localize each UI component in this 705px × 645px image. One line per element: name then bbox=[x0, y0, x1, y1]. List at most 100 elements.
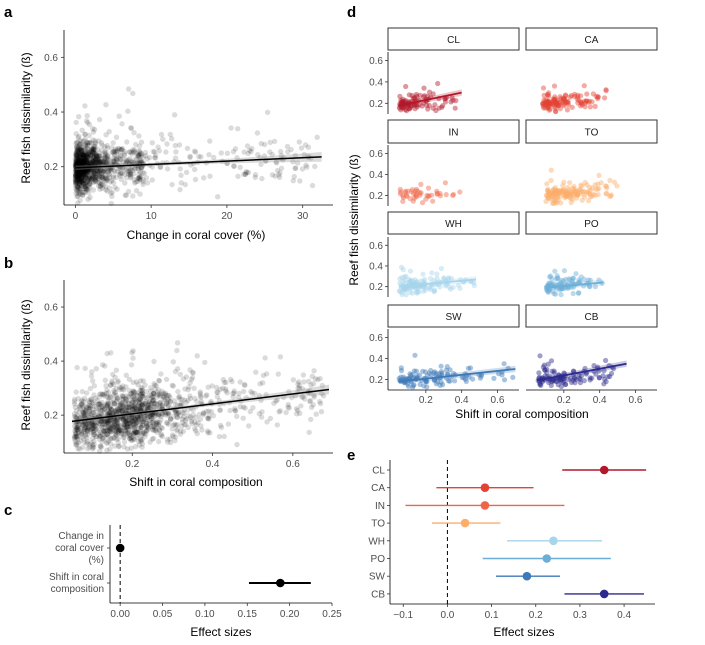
panel-a-point bbox=[81, 169, 87, 176]
panel-a-point bbox=[150, 148, 157, 155]
panel-d-point bbox=[420, 368, 426, 374]
panel-a-xtick-label: 10 bbox=[146, 211, 158, 222]
panel-b-point bbox=[90, 425, 96, 432]
panel-d-point bbox=[582, 104, 588, 110]
panel-b-point bbox=[156, 387, 162, 393]
panel-b-point bbox=[118, 428, 124, 434]
panel-a-point bbox=[231, 163, 237, 169]
panel-d-point bbox=[412, 188, 418, 194]
panel-a-point bbox=[125, 188, 132, 195]
panel-b-point bbox=[208, 409, 214, 415]
panel-b-point bbox=[82, 431, 89, 437]
panel-a-point bbox=[118, 147, 125, 153]
panel-a-point bbox=[77, 151, 83, 158]
panel-a-point bbox=[86, 173, 92, 180]
panel-a-point bbox=[102, 158, 108, 164]
panel-b-point bbox=[159, 403, 165, 409]
panel-b-point bbox=[131, 405, 138, 412]
panel-d-point bbox=[584, 189, 590, 195]
panel-d-point bbox=[440, 103, 446, 109]
panel-b-point bbox=[89, 420, 95, 426]
panel-d-point bbox=[446, 378, 452, 384]
panel-a-point bbox=[73, 174, 79, 180]
panel-a-point bbox=[79, 158, 86, 165]
panel-d-point bbox=[569, 191, 575, 197]
panel-a-point bbox=[88, 179, 94, 185]
panel-b-point bbox=[134, 419, 140, 426]
panel-a-point bbox=[84, 154, 90, 160]
panel-b-point bbox=[150, 414, 157, 420]
panel-a-point bbox=[131, 176, 137, 183]
panel-d-point bbox=[420, 288, 426, 294]
panel-b-point bbox=[101, 428, 107, 434]
panel-b-point bbox=[130, 399, 136, 405]
panel-b-point bbox=[83, 421, 89, 428]
panel-a-ytick-label: 0.6 bbox=[44, 53, 58, 64]
panel-a-point bbox=[113, 149, 120, 155]
panel-d-point bbox=[438, 369, 444, 375]
panel-a-point bbox=[81, 183, 88, 190]
panel-a-point bbox=[89, 176, 95, 182]
panel-d-xtick-label: 0.6 bbox=[629, 395, 643, 406]
panel-b-point bbox=[223, 388, 229, 394]
panel-d-point bbox=[552, 96, 559, 102]
panel-d-point bbox=[540, 101, 546, 107]
panel-b-point bbox=[296, 385, 303, 391]
panel-b-point bbox=[91, 432, 98, 438]
panel-a-point bbox=[77, 191, 84, 198]
panel-a-point bbox=[138, 159, 144, 165]
panel-a-point bbox=[104, 145, 111, 151]
panel-b-point bbox=[95, 412, 101, 418]
panel-d-point bbox=[557, 377, 563, 383]
panel-b-point bbox=[118, 428, 125, 434]
panel-a-point bbox=[77, 170, 83, 176]
panel-b-point bbox=[83, 407, 90, 413]
panel-a-point bbox=[93, 152, 99, 158]
panel-d-point bbox=[568, 375, 574, 381]
panel-b-point bbox=[130, 390, 136, 397]
panel-b-point bbox=[115, 428, 122, 434]
panel-c-xtick-label: 0.25 bbox=[322, 609, 342, 620]
panel-b-point bbox=[74, 412, 80, 418]
panel-e-xtick-label: 0.2 bbox=[529, 610, 543, 621]
panel-a-point bbox=[140, 179, 146, 185]
panel-a-point bbox=[81, 152, 87, 158]
panel-d-point bbox=[416, 102, 422, 108]
panel-b-point bbox=[143, 419, 149, 425]
panel-d-point bbox=[423, 378, 429, 385]
panel-a-point bbox=[167, 131, 173, 138]
panel-b-point bbox=[76, 403, 83, 409]
panel-d-point bbox=[410, 198, 416, 204]
panel-d-point bbox=[551, 83, 558, 89]
panel-d-point bbox=[438, 265, 444, 272]
panel-b-point bbox=[134, 429, 140, 435]
panel-d-point bbox=[564, 107, 571, 113]
panel-b-point bbox=[142, 400, 149, 406]
panel-b-point bbox=[150, 390, 157, 397]
panel-b-point bbox=[147, 411, 154, 418]
panel-d-point bbox=[553, 100, 560, 106]
panel-b-point bbox=[128, 423, 134, 430]
panel-c-row-label: coral cover bbox=[55, 543, 105, 554]
panel-d-point bbox=[400, 105, 406, 111]
panel-a-point bbox=[90, 174, 96, 180]
panel-a-point bbox=[99, 160, 106, 166]
panel-a-point bbox=[122, 149, 128, 155]
panel-b-point bbox=[177, 393, 183, 400]
panel-b-point bbox=[242, 382, 248, 388]
panel-a-point bbox=[80, 168, 86, 174]
panel-b-point bbox=[141, 413, 147, 419]
panel-a-ytick-label: 0.4 bbox=[44, 108, 58, 119]
panel-a-point bbox=[95, 175, 101, 182]
panel-b-point bbox=[151, 400, 158, 407]
panel-a-point bbox=[77, 168, 84, 174]
panel-a-point bbox=[74, 158, 80, 164]
panel-b-point bbox=[156, 427, 162, 434]
panel-d-point bbox=[552, 268, 558, 274]
panel-b-point bbox=[181, 397, 188, 403]
panel-a-xtick-label: 30 bbox=[297, 211, 309, 222]
panel-d-point bbox=[548, 102, 554, 108]
panel-b-point bbox=[122, 408, 129, 414]
panel-b-point bbox=[128, 390, 134, 396]
panel-b-point bbox=[87, 411, 93, 417]
